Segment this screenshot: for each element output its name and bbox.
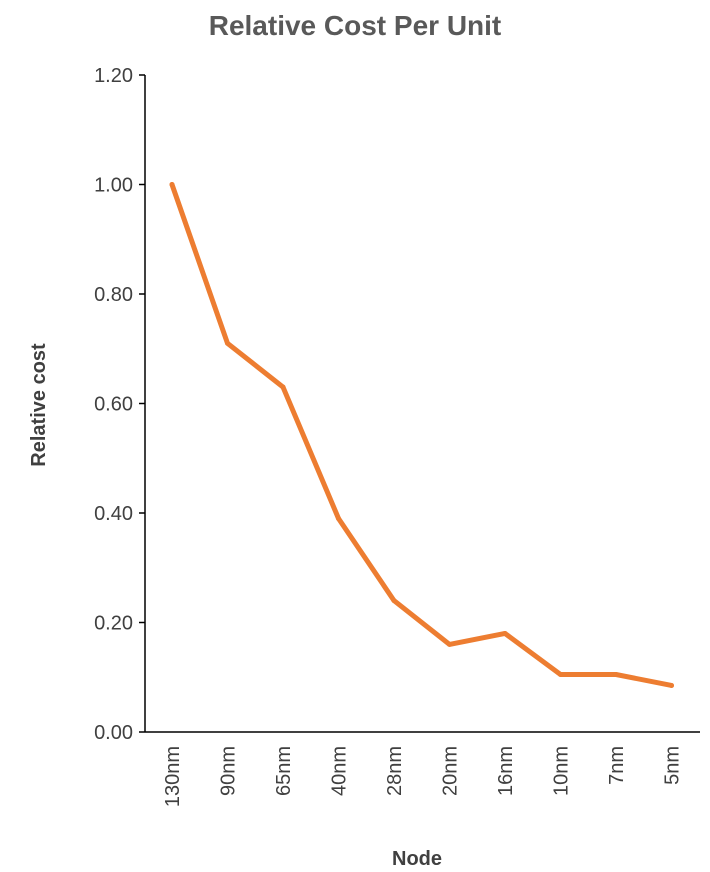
x-tick-label: 16nm bbox=[495, 746, 517, 796]
y-tick-label: 1.00 bbox=[94, 175, 133, 197]
data-point bbox=[336, 515, 341, 521]
data-point bbox=[280, 384, 286, 390]
x-tick-label: 10nm bbox=[551, 746, 573, 796]
y-tick-label: 1.20 bbox=[94, 65, 133, 87]
y-axis-label: Relative cost bbox=[28, 343, 50, 467]
y-tick-label: 0.00 bbox=[94, 722, 133, 744]
x-tick-label: 130nm bbox=[162, 746, 184, 807]
data-point bbox=[169, 182, 175, 187]
chart-title: Relative Cost Per Unit bbox=[209, 10, 502, 41]
data-point bbox=[502, 630, 508, 636]
x-tick-labels: 130nm 90nm 65nm 40nm 28nm 20nm 16nm 10nm 7nm 5nm bbox=[162, 746, 684, 807]
x-tick-label: 90nm bbox=[218, 746, 240, 796]
y-tick-label: 0.80 bbox=[94, 284, 133, 306]
data-point bbox=[447, 641, 452, 647]
x-axis-label: Node bbox=[392, 848, 442, 870]
data-point bbox=[613, 672, 619, 678]
data-point bbox=[669, 682, 674, 688]
x-tick-label: 7nm bbox=[606, 746, 628, 785]
series-line bbox=[169, 182, 674, 688]
x-tick-label: 5nm bbox=[662, 746, 684, 785]
x-tick-label: 20nm bbox=[440, 746, 462, 796]
series-group bbox=[169, 182, 674, 688]
y-tick-label: 0.60 bbox=[94, 394, 133, 416]
x-tick-label: 65nm bbox=[273, 746, 295, 796]
y-tick-label: 0.40 bbox=[94, 503, 133, 525]
x-tick-label: 28nm bbox=[384, 746, 406, 796]
x-tick-label: 40nm bbox=[329, 746, 351, 796]
data-point bbox=[391, 598, 397, 604]
y-tick-labels: 0.00 0.20 0.40 0.60 0.80 1.00 1.20 bbox=[94, 65, 145, 744]
y-tick-label: 0.20 bbox=[94, 613, 133, 635]
data-point bbox=[558, 672, 563, 678]
data-point bbox=[225, 340, 230, 346]
